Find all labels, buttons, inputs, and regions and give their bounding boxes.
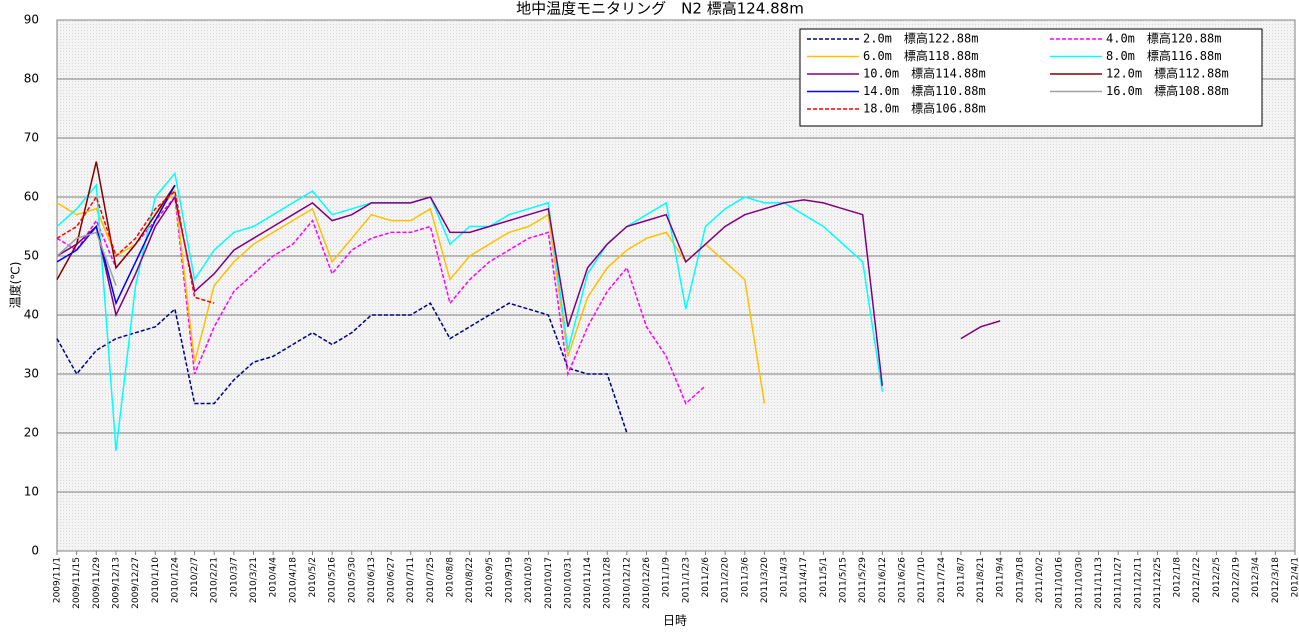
x-tick-label: 2010/7/25 (426, 557, 436, 603)
y-tick-label: 10 (24, 485, 39, 499)
x-tick-label: 2011/4/3 (780, 557, 790, 597)
x-tick-label: 2009/12/27 (131, 557, 141, 609)
y-tick-label: 80 (24, 72, 39, 86)
x-tick-label: 2011/5/15 (839, 557, 849, 603)
x-tick-label: 2012/1/8 (1173, 557, 1183, 598)
x-tick-label: 2010/7/11 (406, 557, 416, 603)
y-tick-label: 70 (24, 131, 39, 145)
x-tick-label: 2010/11/14 (583, 557, 593, 609)
x-tick-label: 2010/9/5 (485, 557, 495, 597)
x-tick-label: 2010/11/28 (603, 557, 613, 609)
x-tick-label: 2010/3/21 (249, 557, 259, 603)
x-tick-label: 2010/5/16 (328, 557, 338, 603)
legend-label: 2.0m 標高122.88m (863, 31, 978, 46)
x-tick-label: 2012/4/1 (1291, 557, 1299, 597)
x-tick-label: 2011/4/17 (799, 557, 809, 603)
x-tick-label: 2011/1/9 (662, 557, 672, 598)
x-tick-label: 2011/10/30 (1074, 557, 1084, 609)
legend-label: 18.0m 標高106.88m (863, 101, 986, 116)
x-tick-label: 2009/11/29 (92, 557, 102, 609)
y-tick-label: 60 (24, 190, 39, 204)
x-tick-label: 2011/6/26 (897, 557, 907, 603)
legend-label: 6.0m 標高118.88m (863, 48, 978, 63)
x-tick-label: 2010/1/24 (170, 557, 180, 603)
x-tick-label: 2011/7/24 (937, 557, 947, 603)
x-tick-label: 2010/10/31 (563, 557, 573, 609)
x-tick-label: 2011/10/16 (1055, 557, 1065, 609)
x-tick-label: 2010/5/30 (347, 557, 357, 603)
x-tick-label: 2010/4/18 (288, 557, 298, 603)
x-tick-label: 2010/8/22 (465, 557, 475, 603)
y-tick-label: 20 (24, 426, 39, 440)
x-tick-label: 2011/12/25 (1153, 557, 1163, 609)
x-tick-label: 2011/2/20 (721, 557, 731, 603)
legend-label: 10.0m 標高114.88m (863, 66, 986, 81)
x-tick-label: 2012/1/22 (1192, 557, 1202, 603)
x-tick-label: 2010/2/7 (190, 557, 200, 597)
x-tick-label: 2011/2/6 (701, 557, 711, 598)
x-tick-label: 2012/2/5 (1212, 557, 1222, 597)
x-tick-label: 2011/8/21 (976, 557, 986, 603)
chart-title: 地中温度モニタリング N2 標高124.88m (516, 0, 804, 18)
x-tick-label: 2011/5/1 (819, 557, 829, 597)
x-tick-label: 2010/10/3 (524, 557, 534, 603)
legend-label: 16.0m 標高108.88m (1106, 83, 1229, 98)
legend-label: 8.0m 標高116.88m (1106, 48, 1221, 63)
x-axis-label: 日時 (663, 614, 687, 628)
x-tick-label: 2010/8/8 (446, 557, 456, 598)
y-tick-label: 30 (24, 367, 39, 381)
x-tick-label: 2011/5/29 (858, 557, 868, 603)
x-tick-label: 2010/3/7 (229, 557, 239, 597)
x-tick-label: 2011/11/13 (1094, 557, 1104, 609)
x-tick-label: 2011/11/27 (1114, 557, 1124, 609)
x-tick-label: 2010/6/27 (387, 557, 397, 603)
x-tick-label: 2012/2/19 (1232, 557, 1242, 603)
x-tick-label: 2010/4/4 (269, 557, 279, 598)
x-tick-label: 2012/3/18 (1271, 557, 1281, 603)
legend-label: 4.0m 標高120.88m (1106, 31, 1221, 46)
x-tick-label: 2011/10/2 (1035, 557, 1045, 603)
x-tick-label: 2011/6/12 (878, 557, 888, 603)
x-tick-label: 2009/11/1 (53, 557, 63, 603)
x-tick-label: 2009/12/13 (111, 557, 121, 609)
x-tick-label: 2010/12/12 (622, 557, 632, 609)
x-tick-label: 2011/9/18 (1015, 557, 1025, 603)
x-tick-label: 2011/7/10 (917, 557, 927, 603)
y-axis-label: 温度(℃) (8, 262, 23, 309)
x-tick-label: 2010/5/2 (308, 557, 318, 597)
x-tick-label: 2010/2/21 (210, 557, 220, 603)
y-tick-label: 40 (24, 308, 39, 322)
y-tick-label: 50 (24, 249, 39, 263)
x-tick-label: 2012/3/4 (1251, 557, 1261, 598)
x-tick-label: 2010/10/17 (544, 557, 554, 609)
legend-label: 12.0m 標高112.88m (1106, 66, 1229, 81)
x-tick-label: 2010/6/13 (367, 557, 377, 603)
y-tick-label: 90 (24, 13, 39, 27)
x-tick-label: 2011/12/11 (1133, 557, 1143, 609)
x-tick-label: 2011/3/20 (760, 557, 770, 603)
x-tick-label: 2009/11/15 (72, 557, 82, 609)
y-tick-label: 0 (31, 544, 39, 558)
x-tick-label: 2011/1/23 (681, 557, 691, 603)
x-tick-label: 2011/3/6 (740, 557, 750, 598)
x-tick-label: 2011/9/4 (996, 557, 1006, 598)
x-tick-label: 2010/9/19 (504, 557, 514, 603)
legend-label: 14.0m 標高110.88m (863, 83, 986, 98)
x-tick-label: 2011/8/7 (956, 557, 966, 597)
x-tick-label: 2010/12/26 (642, 557, 652, 609)
x-tick-label: 2010/1/10 (151, 557, 161, 603)
